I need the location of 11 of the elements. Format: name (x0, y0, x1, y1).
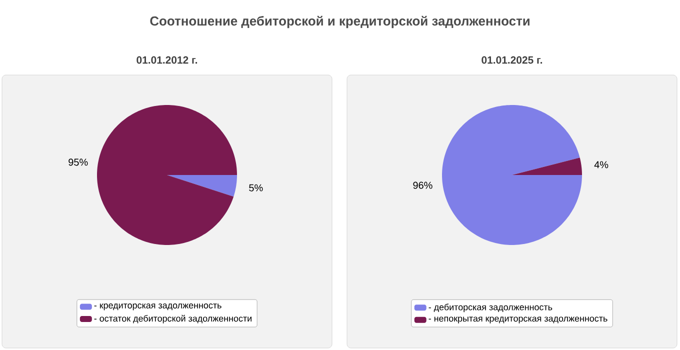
chart-subtitle: 01.01.2025 г. (482, 56, 542, 64)
data-label: 4% (594, 161, 608, 168)
legend-label: - кредиторская задолженность (94, 304, 222, 310)
data-label: 95% (68, 158, 88, 166)
data-label: 96% (413, 182, 432, 189)
legend-label: - дебиторская задолженность (428, 304, 552, 312)
legend-label: - непокрытая кредиторская задолженность (428, 316, 608, 324)
chart-subtitle: 01.01.2012 г. (136, 56, 198, 64)
text: Соотношение дебиторской и кредиторской задолженности (150, 16, 530, 28)
data-label: 5% (249, 184, 263, 192)
legend-label: - остаток дебиторской задолженности (94, 314, 252, 324)
